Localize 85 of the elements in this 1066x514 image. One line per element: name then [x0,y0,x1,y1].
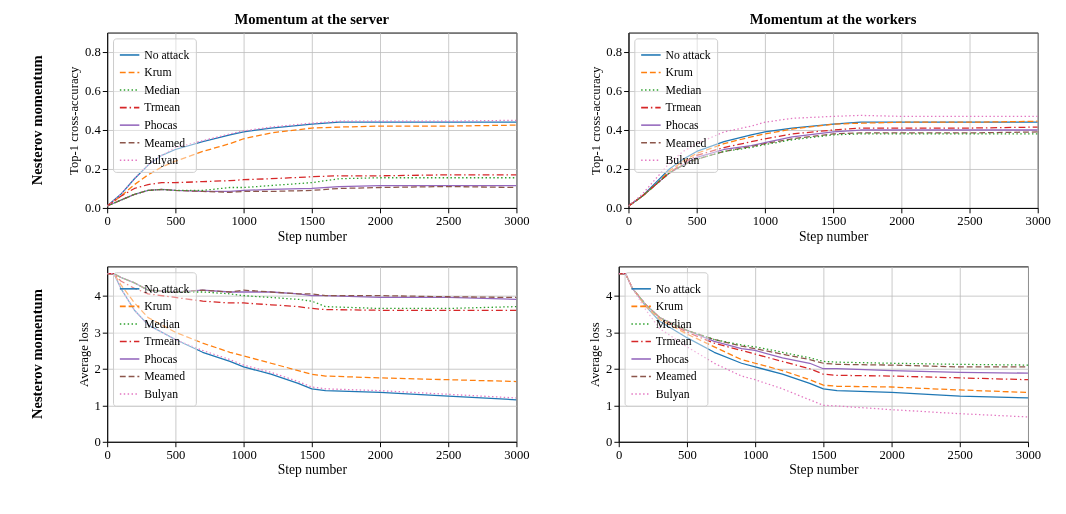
legend-label: Phocas [144,352,178,366]
legend-label: Meamed [144,370,186,384]
x-tick-label: 1500 [299,447,325,462]
legend-label: No attack [665,48,711,62]
y-tick-label: 0.8 [606,45,623,60]
text: Nesterov momentum [28,55,45,186]
y-axis-title: Average loss [76,322,91,388]
x-tick-label: 1500 [811,447,837,462]
y-tick-label: 0.2 [606,162,623,177]
y-axis-title: Top-1 cross-accuracy [588,65,603,175]
legend-label: Phocas [144,119,178,133]
x-tick-label: 3000 [1015,447,1042,462]
legend-label: Trmean [655,335,692,349]
legend-label: Bulyan [144,154,179,168]
y-axis-title: Average loss [588,322,603,388]
y-tick-label: 2 [606,362,613,377]
legend-label: Median [665,83,702,97]
legend-label: No attack [144,282,190,296]
y-tick-label: 4 [606,289,614,304]
x-tick-label: 500 [166,447,186,462]
legend-label: Bulyan [144,387,179,401]
x-axis-title: Step number [277,228,348,244]
legend-label: No attack [655,282,702,296]
legend-label: Trmean [665,101,702,115]
x-tick-label: 500 [677,447,697,462]
y-tick-label: 3 [94,325,101,340]
x-tick-label: 1000 [231,214,257,229]
x-axis-title: Step number [798,228,869,244]
x-tick-label: 1000 [752,214,779,229]
y-tick-label: 0 [606,435,613,450]
x-tick-label: 2500 [436,214,462,229]
legend-label: Krum [144,66,172,80]
legend-label: Median [144,317,181,331]
x-tick-label: 2500 [947,447,973,462]
x-tick-label: 0 [625,214,633,229]
x-tick-label: 3000 [1025,214,1051,229]
legend-label: Meamed [655,370,697,384]
x-tick-label: 2500 [957,214,983,229]
x-axis-title: Step number [277,462,348,478]
y-tick-label: 0.6 [606,84,623,99]
legend-label: Trmean [144,335,181,349]
legend-label: Krum [144,300,172,314]
x-tick-label: 2000 [889,214,915,229]
x-axis-title: Step number [789,462,859,478]
x-tick-label: 2000 [879,447,905,462]
x-tick-label: 3000 [504,214,530,229]
y-tick-label: 0 [94,435,101,450]
legend-label: No attack [144,48,190,62]
y-tick-label: 3 [606,325,613,340]
y-tick-label: 1 [94,398,101,413]
y-tick-label: 0.6 [85,84,101,99]
y-axis-title: Top-1 cross-accuracy [67,65,82,175]
x-tick-label: 1000 [231,447,257,462]
legend-label: Trmean [144,101,181,115]
x-tick-label: 500 [687,214,707,229]
x-tick-label: 2000 [367,447,394,462]
chart-title: Momentum at the server [234,10,390,27]
y-tick-label: 0.4 [606,123,623,138]
legend-label: Meamed [144,136,186,150]
y-tick-label: 0.0 [85,201,101,216]
x-tick-label: 1500 [299,214,325,229]
y-tick-label: 0.0 [606,201,623,216]
y-tick-label: 4 [94,289,102,304]
legend-label: Median [655,317,692,331]
legend-label: Krum [655,300,684,314]
legend-label: Krum [665,66,693,80]
y-tick-label: 0.2 [85,162,101,177]
y-tick-label: 2 [94,362,101,377]
x-tick-label: 3000 [504,447,530,462]
legend-label: Phocas [665,119,700,133]
legend-label: Bulyan [655,387,690,401]
x-tick-label: 2000 [367,214,394,229]
legend-label: Median [144,83,181,97]
legend-label: Phocas [655,352,690,366]
legend-label: Meamed [665,136,707,150]
x-tick-label: 1500 [820,214,847,229]
text: Nesterov momentum [28,289,45,420]
x-tick-label: 500 [166,214,186,229]
y-tick-label: 0.4 [85,123,102,138]
y-tick-label: 1 [606,398,613,413]
x-tick-label: 1000 [743,447,769,462]
chart-title: Momentum at the workers [749,10,917,27]
x-tick-label: 2500 [436,447,462,462]
y-tick-label: 0.8 [85,45,101,60]
legend-label: Bulyan [665,154,700,168]
